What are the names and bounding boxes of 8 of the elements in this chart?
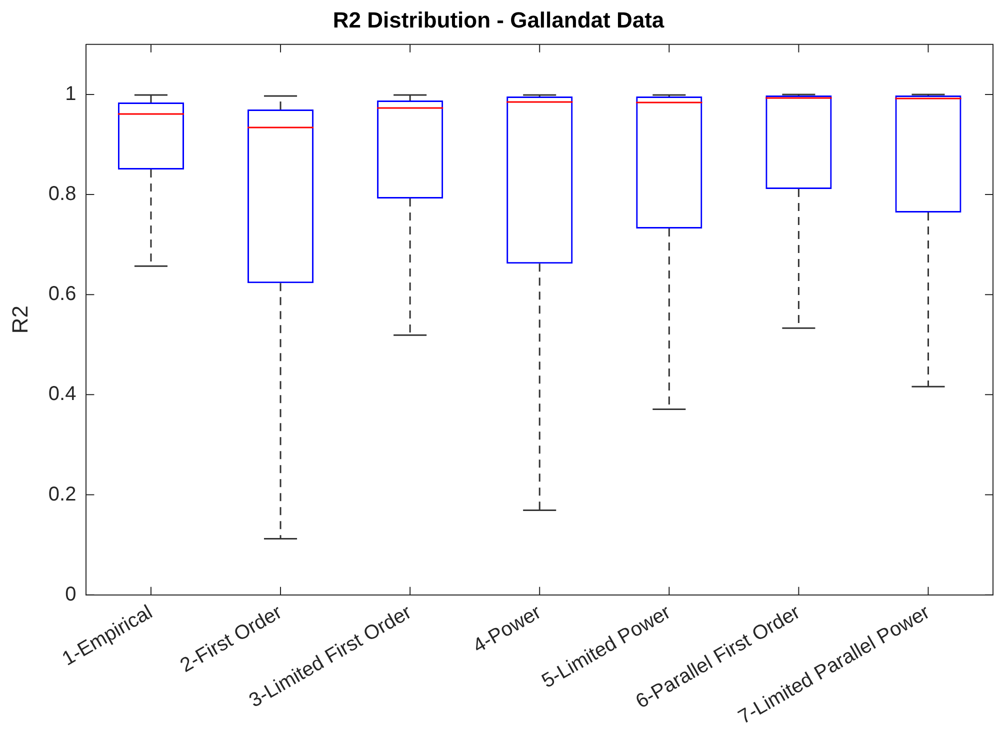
- y-axis-title: R2: [7, 306, 32, 334]
- y-tick-label: 0.4: [48, 383, 76, 406]
- y-tick-label: 0.6: [48, 283, 76, 306]
- y-tick-label: 1: [65, 82, 76, 105]
- chart-title: R2 Distribution - Gallandat Data: [332, 7, 665, 32]
- y-tick-label: 0.8: [48, 183, 76, 206]
- y-tick-label: 0: [65, 583, 76, 606]
- y-tick-label: 0.2: [48, 483, 76, 506]
